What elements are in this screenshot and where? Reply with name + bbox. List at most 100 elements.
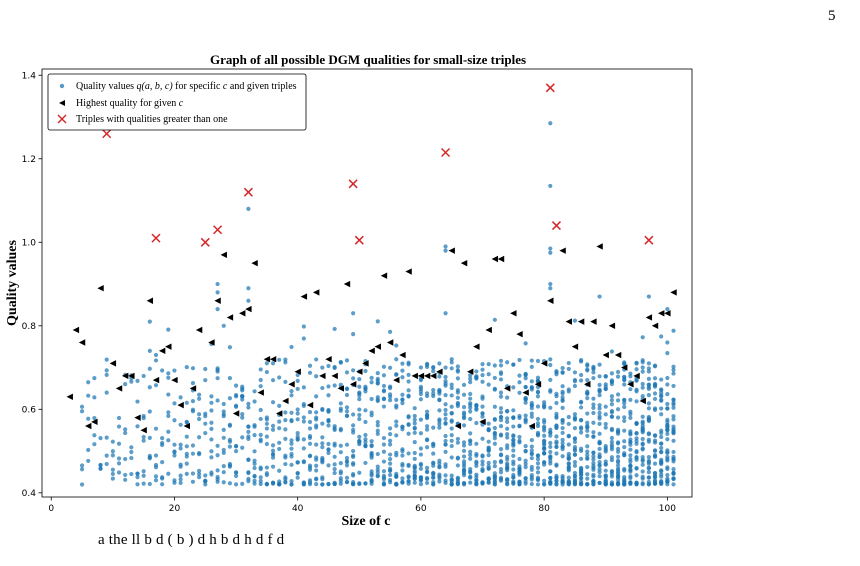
- quality-point: [646, 393, 651, 398]
- quality-point: [270, 452, 276, 457]
- quality-point: [597, 446, 602, 451]
- quality-point: [215, 369, 220, 374]
- quality-point: [351, 332, 356, 337]
- quality-point: [190, 399, 196, 404]
- quality-point: [344, 392, 350, 398]
- quality-point: [615, 463, 621, 468]
- quality-point: [665, 417, 670, 422]
- quality-point: [166, 429, 171, 434]
- quality-point: [314, 442, 319, 447]
- highest-quality-point: [510, 310, 517, 317]
- quality-point: [92, 395, 97, 400]
- quality-point: [548, 183, 553, 189]
- quality-point: [184, 451, 189, 456]
- quality-point: [424, 362, 430, 367]
- quality-point: [665, 375, 670, 381]
- quality-point: [486, 382, 491, 387]
- quality-point: [172, 418, 177, 423]
- quality-point: [344, 475, 350, 480]
- quality-point: [646, 406, 651, 411]
- quality-point: [123, 472, 128, 478]
- quality-point: [480, 404, 485, 409]
- quality-point: [548, 440, 553, 446]
- quality-point: [634, 441, 639, 446]
- quality-point: [505, 443, 510, 448]
- quality-point: [665, 406, 670, 411]
- quality-point: [381, 364, 387, 369]
- quality-point: [597, 362, 602, 367]
- quality-point: [246, 429, 251, 434]
- quality-point: [326, 447, 331, 452]
- x-stroke: [200, 237, 210, 247]
- quality-point: [116, 470, 122, 475]
- quality-point: [166, 410, 171, 415]
- quality-point: [153, 383, 159, 388]
- quality-point: [357, 470, 362, 475]
- quality-point: [418, 417, 424, 422]
- quality-point: [597, 382, 602, 387]
- quality-point: [418, 446, 424, 451]
- quality-point: [523, 373, 528, 378]
- quality-point: [572, 377, 578, 383]
- quality-point: [375, 431, 380, 437]
- quality-point: [665, 431, 670, 436]
- quality-point: [597, 474, 602, 479]
- quality-point: [443, 393, 448, 398]
- quality-point: [628, 371, 633, 376]
- quality-point: [381, 442, 387, 447]
- quality-point: [665, 306, 670, 312]
- quality-point: [240, 481, 245, 486]
- quality-point: [110, 467, 115, 472]
- quality-point: [437, 387, 442, 393]
- quality-point: [160, 482, 165, 487]
- quality-point: [388, 477, 393, 483]
- quality-point: [554, 441, 559, 446]
- quality-point: [209, 426, 214, 431]
- highest-quality-point: [177, 401, 184, 409]
- quality-point: [492, 375, 497, 381]
- highest-quality-point: [257, 389, 264, 396]
- quality-point: [535, 430, 541, 435]
- quality-point: [622, 404, 627, 410]
- quality-point: [252, 474, 257, 479]
- quality-point: [505, 432, 510, 437]
- x-tick-label: 0: [48, 504, 54, 514]
- quality-point: [388, 426, 393, 431]
- quality-point: [659, 445, 664, 451]
- quality-point: [258, 475, 263, 480]
- quality-point: [357, 393, 362, 398]
- quality-point: [498, 410, 504, 415]
- quality-point: [492, 460, 497, 465]
- quality-point: [609, 398, 615, 403]
- quality-point: [147, 409, 152, 414]
- quality-point: [542, 460, 547, 465]
- quality-point: [535, 416, 541, 422]
- quality-point: [529, 385, 534, 390]
- quality-point: [671, 482, 676, 487]
- quality-point: [258, 481, 263, 487]
- quality-point: [671, 449, 676, 455]
- quality-point: [344, 358, 350, 363]
- quality-point: [264, 471, 269, 476]
- quality-point: [129, 471, 134, 477]
- quality-point: [270, 423, 276, 429]
- quality-point: [523, 400, 528, 405]
- quality-point: [628, 469, 633, 474]
- quality-point: [443, 244, 448, 249]
- quality-point: [277, 446, 282, 452]
- quality-point: [449, 479, 454, 484]
- quality-point: [480, 468, 485, 473]
- quality-point: [603, 373, 608, 379]
- quality-point: [622, 360, 627, 365]
- quality-point: [406, 431, 411, 436]
- quality-point: [351, 471, 356, 477]
- quality-point: [178, 473, 183, 478]
- quality-point: [554, 451, 559, 456]
- quality-point: [523, 413, 528, 418]
- greater-than-one-point: [441, 147, 451, 158]
- highest-quality-point: [423, 372, 431, 380]
- highest-quality-point: [128, 372, 135, 380]
- quality-point: [424, 475, 430, 481]
- quality-point: [461, 480, 467, 486]
- quality-point: [659, 460, 664, 465]
